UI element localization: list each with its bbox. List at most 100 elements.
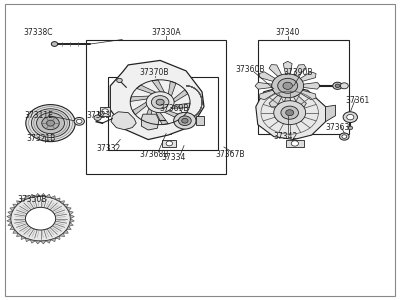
Circle shape — [156, 99, 164, 105]
Circle shape — [274, 101, 306, 124]
Text: 37323: 37323 — [86, 111, 110, 120]
Text: 37369B: 37369B — [159, 104, 189, 113]
Text: 37361: 37361 — [345, 96, 370, 105]
Polygon shape — [13, 204, 18, 208]
Bar — [258, 40, 350, 134]
Polygon shape — [8, 223, 12, 226]
Circle shape — [272, 74, 304, 98]
Polygon shape — [136, 85, 156, 94]
Polygon shape — [60, 233, 64, 237]
Text: 37368B: 37368B — [140, 150, 169, 159]
Bar — [86, 40, 226, 174]
Polygon shape — [64, 204, 68, 208]
Circle shape — [117, 78, 122, 82]
Polygon shape — [142, 114, 159, 130]
Circle shape — [182, 118, 188, 123]
Circle shape — [146, 92, 174, 113]
Polygon shape — [13, 230, 18, 233]
Polygon shape — [30, 194, 35, 198]
Polygon shape — [152, 80, 164, 92]
Text: 37360B: 37360B — [235, 65, 264, 74]
Polygon shape — [21, 198, 26, 202]
Circle shape — [348, 126, 353, 130]
Polygon shape — [196, 116, 204, 125]
Circle shape — [42, 117, 59, 130]
Text: 37340: 37340 — [276, 28, 300, 37]
Circle shape — [343, 112, 358, 122]
Polygon shape — [255, 82, 272, 89]
Bar — [166, 129, 171, 134]
Polygon shape — [259, 72, 275, 81]
Text: 37330A: 37330A — [151, 28, 181, 37]
Text: 37338C: 37338C — [24, 28, 53, 37]
Polygon shape — [269, 95, 282, 107]
Circle shape — [340, 83, 348, 89]
Polygon shape — [26, 196, 30, 199]
Polygon shape — [110, 60, 204, 140]
Text: 37311E: 37311E — [24, 111, 53, 120]
Polygon shape — [269, 64, 282, 76]
Circle shape — [51, 42, 58, 46]
Polygon shape — [259, 90, 275, 100]
Circle shape — [46, 120, 54, 126]
Polygon shape — [35, 194, 40, 196]
Circle shape — [74, 118, 84, 125]
Polygon shape — [66, 226, 71, 230]
Circle shape — [26, 105, 75, 142]
Circle shape — [31, 109, 70, 137]
Polygon shape — [30, 240, 35, 243]
Polygon shape — [40, 241, 46, 244]
Polygon shape — [130, 96, 149, 101]
Polygon shape — [16, 233, 21, 237]
Circle shape — [333, 82, 342, 89]
Polygon shape — [16, 201, 21, 204]
Polygon shape — [132, 102, 147, 115]
Polygon shape — [10, 208, 15, 211]
Polygon shape — [70, 215, 74, 219]
Polygon shape — [162, 140, 176, 147]
Bar — [167, 122, 170, 129]
Circle shape — [174, 112, 196, 129]
Polygon shape — [60, 201, 64, 204]
Polygon shape — [283, 98, 292, 110]
Polygon shape — [26, 238, 30, 242]
Circle shape — [102, 109, 108, 114]
Circle shape — [151, 96, 169, 109]
Polygon shape — [174, 90, 188, 102]
Text: 37370B: 37370B — [140, 68, 169, 77]
Polygon shape — [7, 215, 11, 219]
Text: 37363: 37363 — [325, 123, 350, 132]
Polygon shape — [46, 240, 51, 243]
Polygon shape — [144, 108, 152, 123]
Circle shape — [76, 119, 82, 123]
Circle shape — [286, 110, 294, 116]
Circle shape — [342, 135, 347, 138]
Polygon shape — [100, 107, 110, 116]
Circle shape — [335, 84, 340, 88]
Text: 37334: 37334 — [162, 153, 186, 162]
Polygon shape — [294, 64, 306, 76]
Text: 37350B: 37350B — [18, 195, 47, 204]
Polygon shape — [56, 236, 60, 239]
Polygon shape — [286, 140, 304, 147]
Polygon shape — [256, 86, 326, 140]
Polygon shape — [69, 211, 73, 215]
Polygon shape — [326, 105, 336, 122]
Polygon shape — [156, 112, 168, 124]
Circle shape — [94, 115, 101, 120]
Polygon shape — [164, 111, 184, 119]
Polygon shape — [10, 226, 15, 230]
Polygon shape — [21, 236, 26, 239]
Circle shape — [178, 116, 191, 125]
Polygon shape — [172, 103, 190, 108]
Text: 37321B: 37321B — [26, 134, 55, 142]
Polygon shape — [56, 198, 60, 202]
Polygon shape — [294, 95, 306, 107]
Polygon shape — [304, 82, 320, 89]
Polygon shape — [70, 219, 74, 223]
Circle shape — [347, 115, 354, 120]
Bar — [108, 77, 218, 150]
Circle shape — [26, 207, 56, 230]
Text: 37332: 37332 — [96, 144, 120, 153]
Circle shape — [340, 133, 349, 140]
